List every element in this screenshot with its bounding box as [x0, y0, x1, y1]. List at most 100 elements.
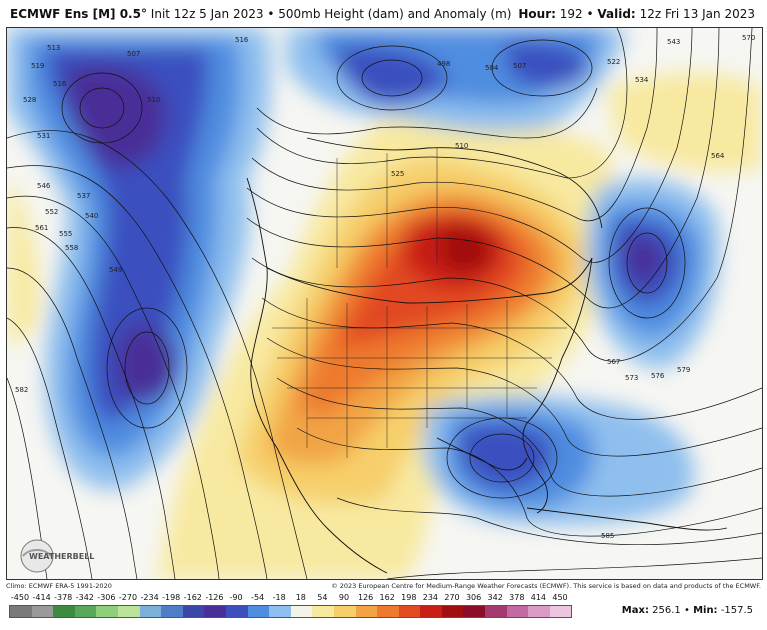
- colorbar-tick-label: -414: [32, 593, 51, 602]
- contour-label: 519: [31, 62, 44, 70]
- colorbar-tick-label: -198: [162, 593, 181, 602]
- colorbar-tick-label: -90: [229, 593, 243, 602]
- valid-value: 12z Fri 13 Jan 2023: [639, 7, 755, 21]
- contour-label: 531: [37, 132, 50, 140]
- contour-label: 507: [513, 62, 526, 70]
- colorbar-swatch: [161, 606, 183, 617]
- contour-label: 507: [127, 50, 140, 58]
- contour-label: 558: [65, 244, 78, 252]
- header-bar: ECMWF Ens [M] 0.5° Init 12z 5 Jan 2023 •…: [0, 0, 767, 26]
- contour-label: 510: [147, 96, 160, 104]
- colorbar-tick-label: 126: [357, 593, 374, 602]
- contour-label: 546: [37, 182, 51, 190]
- colorbar-tick-label: 234: [422, 593, 439, 602]
- colorbar-tick-label: 54: [317, 593, 328, 602]
- anomaly-shading: [7, 28, 762, 579]
- colorbar-swatch: [31, 606, 54, 617]
- contour-label: 573: [625, 374, 638, 382]
- contour-label: 537: [77, 192, 90, 200]
- min-value: -157.5: [720, 605, 753, 616]
- colorbar-tick-label: -342: [75, 593, 94, 602]
- colorbar-tick-label: -162: [183, 593, 202, 602]
- contour-label: 564: [711, 152, 725, 160]
- colorbar-tick-label: 414: [530, 593, 547, 602]
- anomaly-map-svg: 516 513 519 507 516 528 531 510 498 504 …: [7, 28, 762, 579]
- contour-label: 534: [635, 76, 649, 84]
- colorbar-tick-label: 162: [379, 593, 395, 602]
- hour-value: 192: [559, 7, 583, 21]
- colorbar-tick-label: -450: [10, 593, 30, 602]
- max-value: 256.1: [652, 605, 681, 616]
- colorbar-swatch: [74, 606, 97, 617]
- contour-label: 570: [742, 34, 755, 42]
- valid-time: Hour: 192 • Valid: 12z Fri 13 Jan 2023: [518, 7, 755, 21]
- colorbar-swatch: [53, 606, 75, 617]
- contour-label: 579: [677, 366, 690, 374]
- colorbar-swatch: [528, 606, 550, 617]
- contour-label: 561: [35, 224, 48, 232]
- colorbar-tick-label: -306: [97, 593, 116, 602]
- colorbar-swatch: [96, 606, 118, 617]
- weatherbell-logo: WEATHERBELL: [20, 539, 94, 573]
- contour-label: 543: [667, 38, 680, 46]
- contour-label: 513: [47, 44, 60, 52]
- colorbar-tick-label: -270: [118, 593, 138, 602]
- title-bullet: •: [267, 7, 275, 21]
- colorbar-tick-label: 342: [487, 593, 503, 602]
- contour-label: 576: [651, 372, 665, 380]
- colorbar-swatch: [204, 606, 226, 617]
- colorbar-swatch: [398, 606, 421, 617]
- colorbar-swatch: [333, 606, 356, 617]
- contour-label: 567: [607, 358, 620, 366]
- colorbar-tick-label: 18: [295, 593, 306, 602]
- colorbar-ticks: -450 -414 -378 -342 -306 -270 -234 -198 -162 -126…: [6, 593, 568, 603]
- colorbar-swatch: [506, 606, 529, 617]
- colorbar-swatch: [420, 606, 442, 617]
- colorbar-tick-label: 378: [509, 593, 525, 602]
- contour-label: 498: [437, 60, 450, 68]
- max-min-stats: Max: 256.1 • Min: -157.5: [622, 605, 753, 616]
- colorbar-swatch: [485, 606, 507, 617]
- model-name: ECMWF Ens [M] 0.5°: [10, 7, 147, 21]
- colorbar-swatch: [247, 606, 270, 617]
- hour-label: Hour:: [518, 7, 556, 21]
- colorbar-swatch: [117, 606, 140, 617]
- colorbar-swatch: [463, 606, 486, 617]
- contour-label: 552: [45, 208, 58, 216]
- colorbar-swatch: [549, 606, 572, 617]
- colorbar-tick-label: -18: [272, 593, 286, 602]
- colorbar-tick-label: 90: [338, 593, 350, 602]
- field-name: 500mb Height (dam) and Anomaly (m): [278, 7, 512, 21]
- min-label: Min:: [693, 605, 718, 616]
- climo-credit: Climo: ECMWF ERA-5 1991-2020: [6, 582, 112, 590]
- coastlines: [246, 137, 728, 574]
- height-contours: [7, 28, 762, 579]
- stats-separator: •: [683, 605, 690, 616]
- valid-bullet: •: [586, 7, 594, 21]
- weather-map: 516 513 519 507 516 528 531 510 498 504 …: [6, 27, 763, 580]
- colorbar-tick-label: 306: [465, 593, 482, 602]
- contour-label: 540: [85, 212, 98, 220]
- colorbar-swatch: [377, 606, 399, 617]
- contour-label: 510: [455, 142, 468, 150]
- contour-label: 585: [601, 532, 614, 540]
- contour-label: 504: [485, 64, 499, 72]
- colorbar-tick-label: 270: [444, 593, 460, 602]
- colorbar-swatch: [225, 606, 248, 617]
- colorbar-tick-label: -378: [54, 593, 73, 602]
- colorbar-tick-label: -54: [251, 593, 265, 602]
- contour-label: 525: [391, 170, 404, 178]
- max-label: Max:: [621, 605, 649, 616]
- map-title: ECMWF Ens [M] 0.5° Init 12z 5 Jan 2023 •…: [10, 7, 511, 21]
- colorbar-swatch: [10, 606, 32, 617]
- contour-label: 582: [15, 386, 28, 394]
- colorbar-swatch: [312, 606, 334, 617]
- colorbar-swatch: [441, 606, 464, 617]
- contour-label: 528: [23, 96, 36, 104]
- colorbar-swatch: [290, 606, 313, 617]
- contour-label: 522: [607, 58, 620, 66]
- copyright-credit: © 2023 European Centre for Medium-Range …: [331, 582, 761, 590]
- colorbar-tick-label: 450: [552, 593, 568, 602]
- valid-label: Valid:: [597, 7, 636, 21]
- contour-label: 549: [109, 266, 122, 274]
